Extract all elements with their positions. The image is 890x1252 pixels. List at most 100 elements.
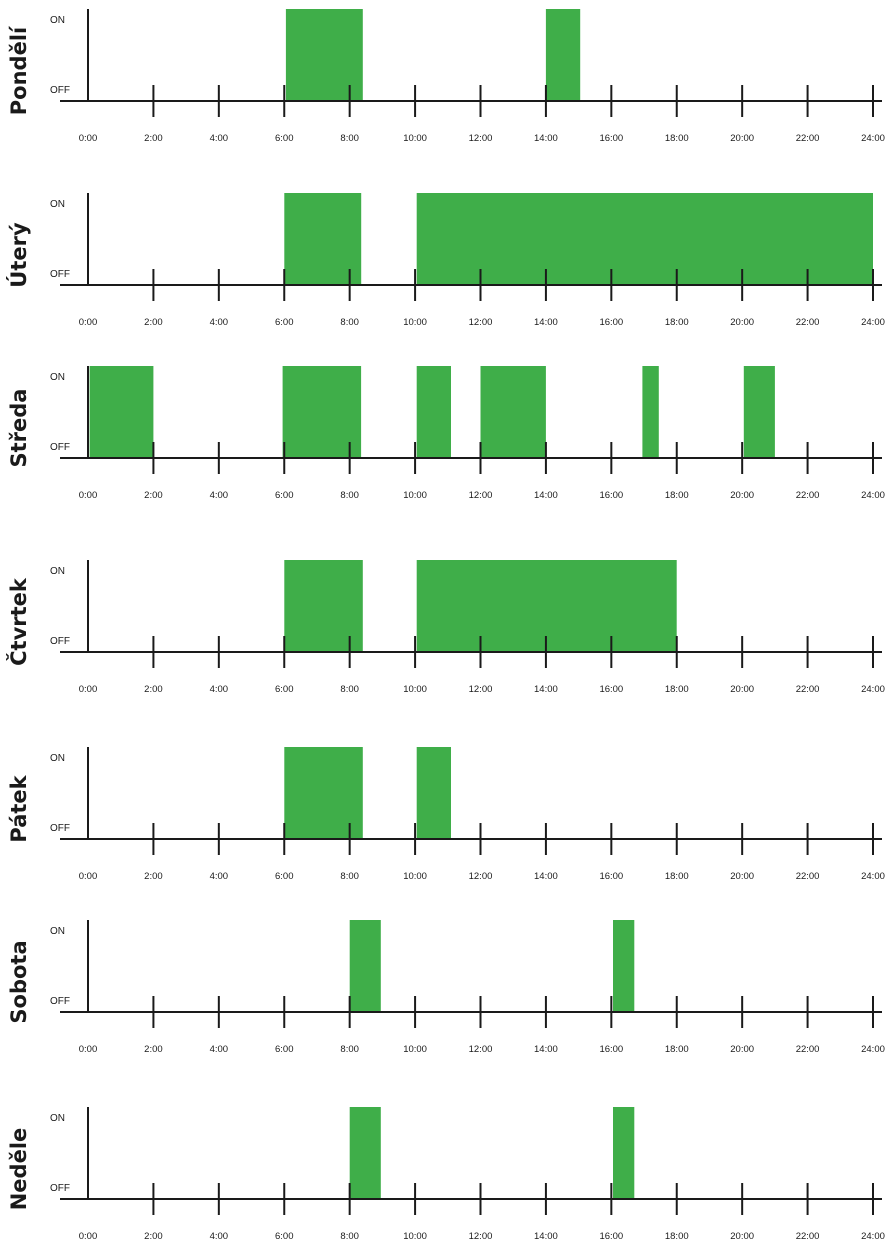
x-tick-label: 10:00 — [403, 684, 427, 695]
x-tick-label: 10:00 — [403, 317, 427, 328]
x-tick-label: 0:00 — [79, 133, 98, 144]
on-interval-bar — [416, 747, 451, 839]
x-tick-label: 22:00 — [796, 1231, 820, 1242]
x-tick-label: 14:00 — [534, 490, 558, 501]
x-tick-label: 4:00 — [210, 317, 229, 328]
x-tick-label: 16:00 — [599, 871, 623, 882]
x-tick-label: 14:00 — [534, 133, 558, 144]
x-tick-label: 18:00 — [665, 684, 689, 695]
x-tick-label: 16:00 — [599, 490, 623, 501]
on-interval-bar — [416, 366, 451, 458]
x-tick-label: 0:00 — [79, 871, 98, 882]
x-tick-label: 2:00 — [144, 1044, 163, 1055]
x-tick-label: 8:00 — [340, 871, 359, 882]
x-tick-label: 20:00 — [730, 490, 754, 501]
x-tick-label: 2:00 — [144, 317, 163, 328]
on-state-label: ON — [50, 1113, 65, 1124]
x-tick-label: 4:00 — [210, 1231, 229, 1242]
x-tick-label: 20:00 — [730, 317, 754, 328]
on-interval-bar — [284, 193, 362, 285]
x-tick-label: 16:00 — [599, 1044, 623, 1055]
x-tick-label: 4:00 — [210, 133, 229, 144]
x-tick-label: 22:00 — [796, 133, 820, 144]
x-tick-label: 16:00 — [599, 684, 623, 695]
on-interval-bar — [285, 9, 363, 101]
x-tick-label: 18:00 — [665, 871, 689, 882]
x-tick-label: 14:00 — [534, 1231, 558, 1242]
x-tick-label: 0:00 — [79, 490, 98, 501]
day-label-4: Pátek — [7, 774, 31, 842]
x-tick-label: 4:00 — [210, 1044, 229, 1055]
x-tick-label: 6:00 — [275, 1231, 294, 1242]
x-tick-label: 12:00 — [469, 490, 493, 501]
on-interval-bar — [613, 920, 635, 1012]
on-interval-bar — [284, 560, 363, 652]
x-tick-label: 16:00 — [599, 1231, 623, 1242]
x-tick-label: 2:00 — [144, 490, 163, 501]
off-state-label: OFF — [50, 636, 70, 647]
x-tick-label: 4:00 — [210, 490, 229, 501]
x-tick-label: 8:00 — [340, 1044, 359, 1055]
on-interval-bar — [743, 366, 775, 458]
x-tick-label: 8:00 — [340, 490, 359, 501]
x-tick-label: 6:00 — [275, 317, 294, 328]
x-tick-label: 0:00 — [79, 317, 98, 328]
x-tick-label: 22:00 — [796, 490, 820, 501]
x-tick-label: 16:00 — [599, 317, 623, 328]
on-state-label: ON — [50, 566, 65, 577]
off-state-label: OFF — [50, 823, 70, 834]
off-state-label: OFF — [50, 996, 70, 1007]
x-tick-label: 14:00 — [534, 684, 558, 695]
x-tick-label: 18:00 — [665, 1044, 689, 1055]
x-tick-label: 24:00 — [861, 1044, 885, 1055]
x-tick-label: 24:00 — [861, 317, 885, 328]
x-tick-label: 10:00 — [403, 871, 427, 882]
day-label-2: Středa — [7, 389, 31, 468]
x-tick-label: 10:00 — [403, 133, 427, 144]
x-tick-label: 8:00 — [340, 684, 359, 695]
off-state-label: OFF — [50, 85, 70, 96]
x-tick-label: 24:00 — [861, 684, 885, 695]
on-interval-bar — [480, 366, 546, 458]
day-label-0: Pondělí — [7, 25, 31, 115]
x-tick-label: 14:00 — [534, 871, 558, 882]
x-tick-label: 6:00 — [275, 871, 294, 882]
x-tick-label: 4:00 — [210, 684, 229, 695]
off-state-label: OFF — [50, 269, 70, 280]
on-interval-bar — [545, 9, 581, 101]
x-tick-label: 20:00 — [730, 684, 754, 695]
x-tick-label: 8:00 — [340, 1231, 359, 1242]
x-tick-label: 22:00 — [796, 317, 820, 328]
x-tick-label: 8:00 — [340, 317, 359, 328]
x-tick-label: 18:00 — [665, 317, 689, 328]
x-tick-label: 12:00 — [469, 1231, 493, 1242]
x-tick-label: 16:00 — [599, 133, 623, 144]
x-tick-label: 6:00 — [275, 490, 294, 501]
on-interval-bar — [349, 920, 381, 1012]
x-tick-label: 0:00 — [79, 1231, 98, 1242]
x-tick-label: 8:00 — [340, 133, 359, 144]
x-tick-label: 20:00 — [730, 871, 754, 882]
on-state-label: ON — [50, 372, 65, 383]
x-tick-label: 20:00 — [730, 1044, 754, 1055]
x-tick-label: 24:00 — [861, 490, 885, 501]
x-tick-label: 6:00 — [275, 1044, 294, 1055]
x-tick-label: 22:00 — [796, 1044, 820, 1055]
on-state-label: ON — [50, 926, 65, 937]
x-tick-label: 2:00 — [144, 133, 163, 144]
x-tick-label: 12:00 — [469, 133, 493, 144]
x-tick-label: 22:00 — [796, 684, 820, 695]
x-tick-label: 24:00 — [861, 133, 885, 144]
day-label-6: Neděle — [7, 1128, 31, 1211]
on-interval-bar — [416, 193, 873, 285]
x-tick-label: 18:00 — [665, 133, 689, 144]
x-tick-label: 12:00 — [469, 684, 493, 695]
x-tick-label: 24:00 — [861, 871, 885, 882]
x-tick-label: 6:00 — [275, 133, 294, 144]
x-tick-label: 22:00 — [796, 871, 820, 882]
x-tick-label: 4:00 — [210, 871, 229, 882]
off-state-label: OFF — [50, 1183, 70, 1194]
x-tick-label: 24:00 — [861, 1231, 885, 1242]
x-tick-label: 18:00 — [665, 490, 689, 501]
